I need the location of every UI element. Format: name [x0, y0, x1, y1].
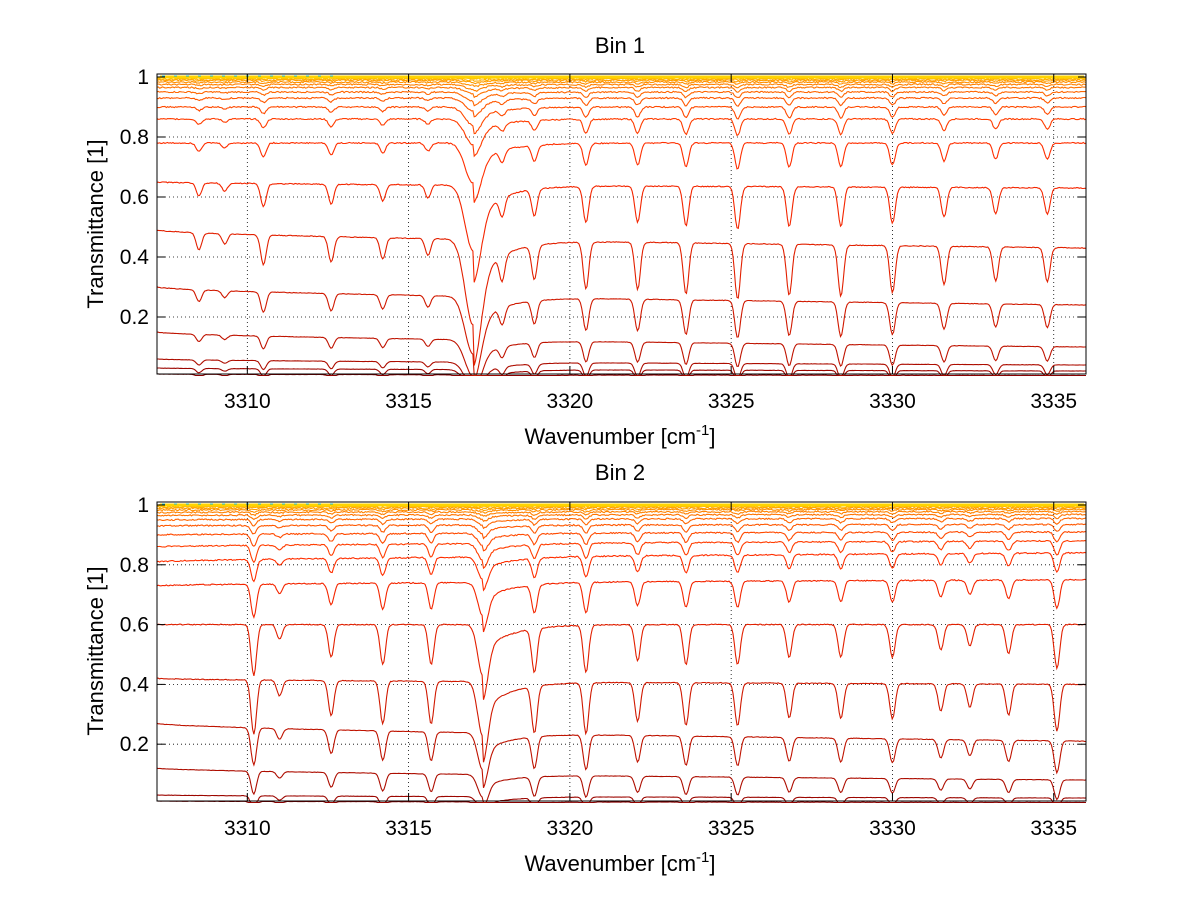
y-tick-label: 0.4	[120, 673, 150, 696]
spectrum-trace	[156, 86, 1087, 99]
spectrum-trace	[157, 181, 1086, 283]
y-tick-label: 1	[137, 66, 149, 89]
y-tick-label: 0.8	[120, 126, 149, 149]
spectrum-trace	[156, 331, 1087, 377]
x-tick-label: 3325	[708, 390, 755, 413]
spectrum-trace	[156, 105, 1087, 135]
spectrum-trace	[156, 578, 1087, 633]
bin-2-plot-frame	[156, 501, 1087, 802]
x-tick-label: 3335	[1030, 817, 1077, 840]
bin-1-xlabel-exponent: -1	[696, 422, 709, 439]
spectrum-trace	[156, 78, 1087, 85]
y-tick-label: 0.8	[120, 554, 149, 577]
x-tick-label: 3320	[547, 390, 594, 413]
y-tick-label: 0.6	[120, 614, 149, 637]
bin-1-y-axis: 0.2 0.4 0.6 0.8 1	[120, 66, 1086, 329]
x-tick-label: 3315	[385, 817, 432, 840]
bin-2-panel: Bin 2 Transmittance [1] Wavenumber [cm-1…	[83, 460, 1087, 876]
y-tick-label: 0.6	[120, 186, 149, 209]
spectrum-trace	[156, 367, 1086, 377]
spectrum-trace	[157, 539, 1087, 570]
x-tick-label: 3335	[1030, 390, 1077, 413]
bin-1-xlabel-end: ]	[709, 424, 715, 449]
bin-2-xlabel-exponent: -1	[696, 849, 709, 866]
spectrum-trace	[156, 229, 1087, 366]
bin-1-traces	[156, 75, 1087, 377]
bin-2-xlabel-main: Wavenumber [cm	[524, 851, 696, 876]
spectrum-trace	[156, 90, 1086, 107]
spectrum-trace	[156, 508, 1087, 514]
bin-2-x-axis: 3310 3315 3320 3325 3330 3335	[224, 502, 1077, 840]
spectrum-trace	[156, 800, 1086, 804]
bin-1-xlabel: Wavenumber [cm-1]	[524, 422, 715, 449]
spectrum-trace	[156, 117, 1087, 158]
spectrum-trace	[156, 767, 1087, 804]
bin-1-plot-frame	[156, 73, 1087, 375]
spectrum-trace	[157, 794, 1087, 804]
bin-2-traces	[156, 503, 1087, 804]
y-tick-label: 0.2	[120, 733, 149, 756]
bin-2-ylabel: Transmittance [1]	[83, 566, 108, 735]
bin-1-title: Bin 1	[595, 33, 645, 58]
spectrum-trace	[157, 358, 1087, 377]
x-tick-label: 3310	[224, 817, 271, 840]
x-tick-label: 3310	[224, 390, 271, 413]
x-tick-label: 3320	[547, 817, 594, 840]
spectrum-trace	[156, 96, 1087, 118]
spectrum-trace	[156, 506, 1087, 512]
x-tick-label: 3315	[385, 390, 432, 413]
spectrum-trace	[156, 141, 1087, 203]
spectrum-trace	[156, 623, 1087, 700]
spectrum-trace	[156, 677, 1086, 763]
x-tick-label: 3330	[869, 817, 916, 840]
bin-2-grid	[157, 502, 1086, 801]
bin-1-x-axis: 3310 3315 3320 3325 3330 3335	[224, 74, 1077, 413]
bin-2-xlabel-end: ]	[709, 851, 715, 876]
spectrum-trace	[156, 83, 1087, 92]
x-tick-label: 3325	[708, 817, 755, 840]
y-tick-label: 0.4	[120, 246, 150, 269]
bin-1-ylabel: Transmittance [1]	[83, 139, 108, 308]
x-tick-label: 3330	[869, 390, 916, 413]
spectrum-trace	[156, 286, 1087, 377]
spectrum-trace	[156, 523, 1087, 540]
bin-2-y-axis: 0.2 0.4 0.6 0.8 1	[120, 494, 1086, 756]
y-tick-label: 1	[137, 494, 149, 517]
spectrum-trace	[156, 722, 1087, 789]
bin-2-xlabel: Wavenumber [cm-1]	[524, 849, 715, 876]
bin-2-title: Bin 2	[595, 460, 645, 485]
bin-1-panel: Bin 1 Transmittance [1] Wavenumber [cm-1…	[83, 33, 1087, 449]
spectrum-trace	[156, 530, 1087, 552]
spectrum-trace	[156, 513, 1087, 523]
spectrum-trace	[156, 80, 1087, 88]
spectrum-trace	[156, 510, 1087, 517]
y-tick-label: 0.2	[120, 306, 149, 329]
bin-1-xlabel-main: Wavenumber [cm	[524, 424, 696, 449]
spectrum-trace	[156, 551, 1087, 592]
spectrum-trace	[156, 517, 1087, 530]
